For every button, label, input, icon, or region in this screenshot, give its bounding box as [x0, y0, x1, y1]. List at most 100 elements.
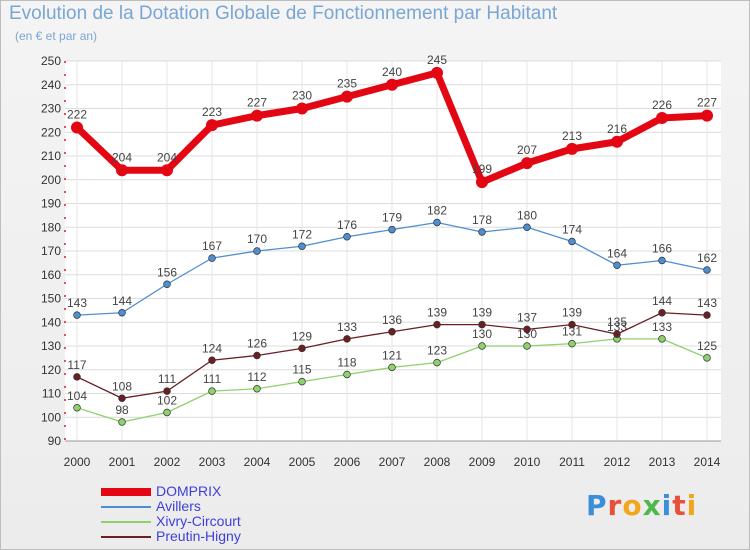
- data-point: [161, 164, 173, 177]
- data-point: [611, 135, 623, 148]
- x-tick-label: 2003: [199, 455, 226, 469]
- data-label: 123: [427, 344, 447, 358]
- data-point: [701, 109, 713, 122]
- data-point: [253, 385, 261, 393]
- x-tick-label: 2000: [64, 455, 91, 469]
- data-label: 139: [562, 306, 582, 320]
- data-point: [116, 164, 128, 177]
- data-point: [163, 280, 171, 289]
- data-label: 139: [472, 306, 492, 320]
- data-label: 135: [607, 315, 627, 329]
- data-point: [296, 102, 308, 115]
- y-tick-label: 140: [41, 315, 61, 329]
- data-label: 133: [607, 320, 627, 334]
- data-label: 144: [652, 294, 672, 308]
- data-point: [388, 225, 396, 234]
- y-tick-label: 240: [41, 78, 61, 92]
- logo-letter: i: [686, 489, 698, 522]
- x-tick-label: 2009: [469, 455, 496, 469]
- y-tick-label: 220: [41, 125, 61, 139]
- data-point: [568, 339, 576, 348]
- data-point: [386, 78, 398, 91]
- data-label: 124: [202, 341, 222, 355]
- data-point: [656, 112, 668, 124]
- data-label: 108: [112, 379, 132, 393]
- data-label: 144: [112, 294, 132, 308]
- logo-letter: i: [661, 489, 673, 522]
- logo-letter: t: [672, 489, 687, 522]
- data-point: [208, 387, 216, 395]
- data-label: 111: [203, 372, 222, 386]
- data-label: 213: [562, 129, 582, 143]
- data-label: 143: [67, 296, 87, 310]
- data-label: 102: [157, 394, 177, 408]
- y-tick-label: 110: [42, 387, 61, 401]
- data-label: 170: [247, 232, 267, 246]
- data-point: [613, 330, 621, 338]
- y-tick-label: 230: [41, 102, 61, 116]
- data-point: [206, 119, 218, 132]
- data-point: [568, 320, 576, 329]
- legend-swatch: [101, 506, 151, 508]
- data-label: 245: [427, 53, 447, 67]
- data-label: 199: [472, 162, 492, 176]
- legend-item-avillers: Avillers: [101, 498, 321, 515]
- data-point: [566, 142, 578, 155]
- legend: DOMPRIX Avillers Xivry-Circourt Preutin-Hig…: [101, 484, 321, 545]
- x-tick-label: 2012: [604, 455, 631, 469]
- x-tick-label: 2014: [694, 455, 721, 469]
- data-point: [568, 237, 576, 246]
- x-tick-label: 2011: [559, 455, 585, 469]
- data-point: [298, 377, 306, 386]
- data-label: 129: [292, 329, 312, 343]
- data-label: 178: [472, 213, 492, 227]
- data-label: 167: [202, 239, 222, 253]
- data-point: [253, 247, 261, 255]
- data-label: 230: [292, 89, 312, 103]
- y-tick-label: 190: [41, 197, 61, 211]
- data-point: [433, 218, 441, 227]
- data-label: 111: [158, 372, 177, 386]
- series-xivry-circourt: 104 98 102 111 112 115 118 121 123 130 130 131 133 13…: [67, 320, 717, 426]
- y-tick-label: 180: [41, 220, 61, 234]
- data-label: 125: [697, 339, 717, 353]
- x-tick-label: 2002: [154, 455, 181, 469]
- data-point: [703, 311, 711, 319]
- data-point: [73, 311, 81, 319]
- x-tick-label: 2013: [649, 455, 676, 469]
- data-label: 136: [382, 313, 402, 327]
- data-label: 180: [517, 208, 537, 222]
- x-tick-labels: 2000 2001 2002 2003 2004 2005 2006 2007 2008 2009…: [64, 455, 721, 469]
- data-label: 117: [67, 358, 86, 372]
- data-label: 174: [562, 223, 582, 237]
- data-point: [478, 342, 486, 350]
- data-label: 137: [517, 310, 537, 324]
- data-point: [71, 121, 83, 134]
- data-point: [703, 354, 711, 362]
- data-point: [118, 394, 126, 403]
- data-point: [343, 335, 351, 343]
- x-tick-label: 2007: [379, 455, 406, 469]
- data-point: [433, 320, 441, 329]
- data-point: [703, 266, 711, 274]
- y-tick-label: 100: [41, 410, 61, 424]
- data-point: [613, 261, 621, 270]
- data-point: [523, 325, 531, 334]
- x-tick-label: 2004: [244, 455, 271, 469]
- data-point: [163, 408, 171, 417]
- data-point: [298, 242, 306, 251]
- y-tick-label: 250: [41, 54, 61, 68]
- data-point: [431, 66, 443, 79]
- data-label: 130: [517, 327, 537, 341]
- legend-item-preutin-higny: Preutin-Higny: [101, 529, 321, 545]
- logo-letter: P: [586, 489, 608, 522]
- legend-swatch: [101, 521, 151, 523]
- data-label: 227: [247, 96, 267, 110]
- data-point: [476, 176, 488, 189]
- data-point: [343, 370, 351, 379]
- legend-label: Avillers: [156, 498, 201, 514]
- data-point: [163, 387, 171, 395]
- data-point: [253, 351, 261, 360]
